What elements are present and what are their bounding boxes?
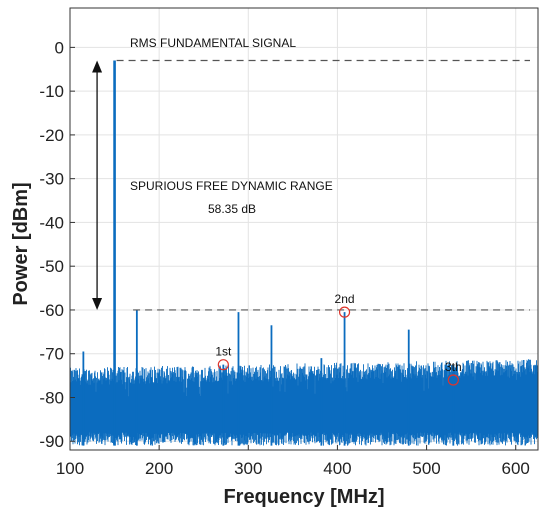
fundamental-label: RMS FUNDAMENTAL SIGNAL xyxy=(130,36,296,50)
x-tick-label: 200 xyxy=(145,459,173,478)
spectrum-trace xyxy=(69,60,539,446)
harmonic-marker xyxy=(338,306,351,318)
sfdr-arrow-head-down xyxy=(92,297,103,310)
y-ticks: 0 -10 -20 -30 -40 -50 -60 -70 -80 -90 xyxy=(39,38,75,451)
x-axis-label: Frequency [MHz] xyxy=(223,486,384,508)
y-tick-label: -70 xyxy=(39,345,64,364)
x-ticks: 100 200 300 400 500 600 xyxy=(56,445,530,478)
plot-frame xyxy=(69,7,539,451)
y-tick-label: -50 xyxy=(39,257,64,276)
y-tick-label: -60 xyxy=(39,301,64,320)
y-tick-label: -30 xyxy=(39,170,64,189)
y-tick-label: 0 xyxy=(55,38,64,57)
harmonic-label: 3th xyxy=(445,360,462,374)
x-tick-label: 400 xyxy=(323,459,351,478)
x-tick-label: 300 xyxy=(234,459,262,478)
harmonic-label: 2nd xyxy=(335,292,355,306)
x-tick-label: 500 xyxy=(412,459,440,478)
sfdr-value: 58.35 dB xyxy=(208,202,256,216)
y-tick-label: -90 xyxy=(39,432,64,451)
harmonic-marker xyxy=(447,374,459,386)
y-tick-label: -10 xyxy=(39,82,64,101)
harmonic-marker xyxy=(217,359,229,371)
sfdr-label: SPURIOUS FREE DYNAMIC RANGE xyxy=(130,179,333,193)
harmonic-label: 1st xyxy=(215,345,232,359)
y-tick-label: -40 xyxy=(39,213,64,232)
noise-floor xyxy=(69,359,539,446)
y-tick-label: -20 xyxy=(39,126,64,145)
y-tick-label: -80 xyxy=(39,388,64,407)
annotations: RMS FUNDAMENTAL SIGNAL SPURIOUS FREE DYNA… xyxy=(92,36,530,386)
y-axis-label: Power [dBm] xyxy=(10,182,32,305)
x-tick-label: 600 xyxy=(502,459,530,478)
sfdr-arrow-head-up xyxy=(92,60,103,73)
x-tick-label: 100 xyxy=(56,459,84,478)
